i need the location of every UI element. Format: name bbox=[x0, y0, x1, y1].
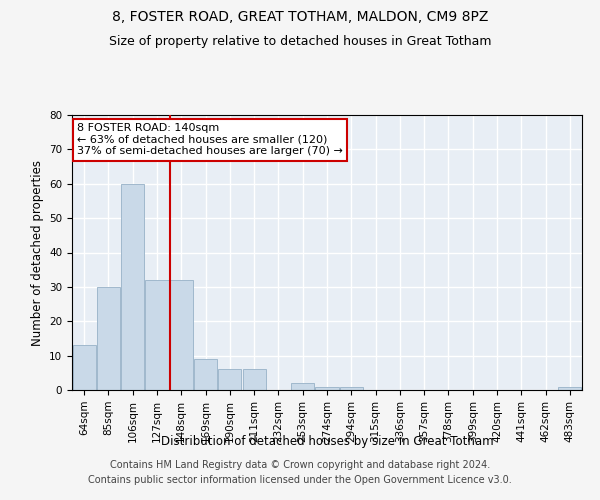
Bar bbox=[145, 280, 169, 390]
Bar bbox=[218, 370, 241, 390]
Text: Size of property relative to detached houses in Great Totham: Size of property relative to detached ho… bbox=[109, 35, 491, 48]
Text: 8 FOSTER ROAD: 140sqm
← 63% of detached houses are smaller (120)
37% of semi-det: 8 FOSTER ROAD: 140sqm ← 63% of detached … bbox=[77, 123, 343, 156]
Text: Contains HM Land Registry data © Crown copyright and database right 2024.
Contai: Contains HM Land Registry data © Crown c… bbox=[88, 460, 512, 485]
Bar bbox=[194, 359, 217, 390]
Text: 8, FOSTER ROAD, GREAT TOTHAM, MALDON, CM9 8PZ: 8, FOSTER ROAD, GREAT TOTHAM, MALDON, CM… bbox=[112, 10, 488, 24]
Bar bbox=[73, 346, 95, 390]
Bar bbox=[559, 386, 581, 390]
Y-axis label: Number of detached properties: Number of detached properties bbox=[31, 160, 44, 346]
Bar bbox=[121, 184, 144, 390]
Text: Distribution of detached houses by size in Great Totham: Distribution of detached houses by size … bbox=[161, 435, 493, 448]
Bar bbox=[291, 383, 314, 390]
Bar bbox=[316, 386, 338, 390]
Bar bbox=[97, 287, 120, 390]
Bar bbox=[340, 386, 363, 390]
Bar bbox=[170, 280, 193, 390]
Bar bbox=[242, 370, 266, 390]
